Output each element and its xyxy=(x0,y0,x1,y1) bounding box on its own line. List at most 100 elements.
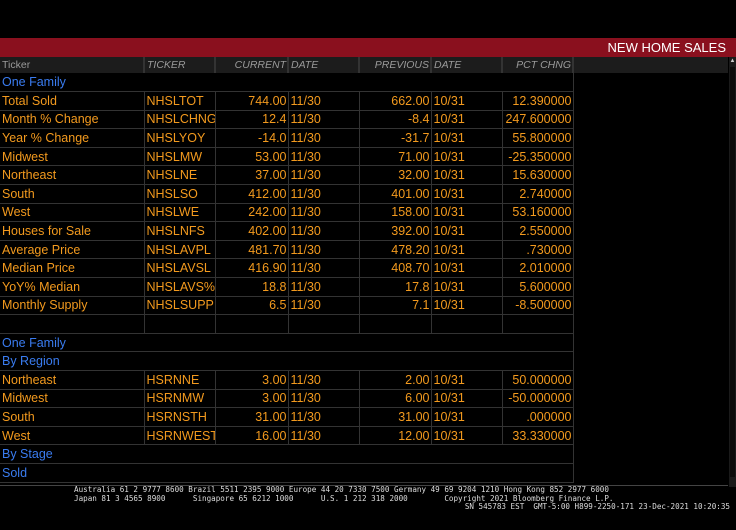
cell-name[interactable]: Northeast xyxy=(0,165,145,186)
cell-name[interactable]: Northeast xyxy=(0,370,145,390)
table-row[interactable]: West NHSLWE 242.00 11/30 158.00 10/31 53.16000… xyxy=(0,203,574,223)
cell-name[interactable]: Midwest xyxy=(0,147,145,167)
cell-ticker[interactable]: NHSLMW xyxy=(144,147,216,167)
cell-ticker[interactable]: NHSLSUPP xyxy=(144,296,216,316)
column-header[interactable]: PCT CHNG xyxy=(502,57,574,73)
cell-ticker[interactable]: HSRNNE xyxy=(144,370,216,390)
cell-pdate: 10/31 xyxy=(431,91,503,111)
cell-pct: -50.000000 xyxy=(502,389,574,409)
table-row[interactable]: Houses for Sale NHSLNFS 402.00 11/30 392.00 1… xyxy=(0,221,574,241)
cell-cdate: 11/30 xyxy=(288,370,360,390)
table-row[interactable]: Median Price NHSLAVSL 416.90 11/30 408.70 10/… xyxy=(0,258,574,279)
cell-name[interactable]: Monthly Supply xyxy=(0,296,145,316)
cell-ticker[interactable] xyxy=(144,314,216,334)
column-header[interactable]: CURRENT xyxy=(215,57,289,73)
cell-name[interactable]: West xyxy=(0,203,145,223)
cell-pct: -25.350000 xyxy=(502,147,574,167)
cell-ticker[interactable]: HSRNMW xyxy=(144,389,216,409)
cell-previous: 17.8 xyxy=(359,277,432,297)
scrollbar[interactable]: ▲ xyxy=(729,57,736,487)
cell-name[interactable]: Houses for Sale xyxy=(0,221,145,241)
cell-ticker[interactable]: NHSLNE xyxy=(144,165,216,186)
footer-phones-copyright: Japan 81 3 4565 8900 Singapore 65 6212 1… xyxy=(74,493,614,503)
cell-ticker[interactable]: NHSLCHNG xyxy=(144,110,216,130)
cell-ticker[interactable]: NHSLAVS% xyxy=(144,277,216,297)
cell-cdate: 11/30 xyxy=(288,184,360,204)
section-row: Sold xyxy=(0,463,574,483)
cell-previous: -31.7 xyxy=(359,128,432,148)
cell-pct: 12.390000 xyxy=(502,91,574,111)
section-row: One Family xyxy=(0,73,574,93)
cell-current: 416.90 xyxy=(215,258,289,279)
cell-previous: 12.00 xyxy=(359,426,432,446)
cell-name[interactable] xyxy=(0,314,145,334)
cell-previous: 158.00 xyxy=(359,203,432,223)
table-row[interactable]: Month % Change NHSLCHNG 12.4 11/30 -8.4 10/31… xyxy=(0,110,574,130)
cell-pct xyxy=(502,314,574,334)
table-row[interactable]: Midwest HSRNMW 3.00 11/30 6.00 10/31 -50.00000… xyxy=(0,389,574,409)
table-row[interactable]: Midwest NHSLMW 53.00 11/30 71.00 10/31 -25.350… xyxy=(0,147,574,167)
cell-current: 18.8 xyxy=(215,277,289,297)
cell-previous: 7.1 xyxy=(359,296,432,316)
cell-previous: 2.00 xyxy=(359,370,432,390)
cell-name[interactable]: West xyxy=(0,426,145,446)
cell-ticker[interactable]: NHSLWE xyxy=(144,203,216,223)
section-label: One Family xyxy=(0,73,574,93)
table-row[interactable]: Year % Change NHSLYOY -14.0 11/30 -31.7 10/31… xyxy=(0,128,574,148)
cell-cdate: 11/30 xyxy=(288,128,360,148)
table-row[interactable]: Northeast HSRNNE 3.00 11/30 2.00 10/31 50.0000… xyxy=(0,370,574,390)
cell-name[interactable]: Month % Change xyxy=(0,110,145,130)
cell-cdate: 11/30 xyxy=(288,296,360,316)
cell-pdate xyxy=(431,314,503,334)
cell-ticker[interactable]: HSRNWEST xyxy=(144,426,216,446)
cell-pct: -8.500000 xyxy=(502,296,574,316)
table-row[interactable]: South NHSLSO 412.00 11/30 401.00 10/31 2.74000… xyxy=(0,184,574,204)
cell-name[interactable]: Total Sold xyxy=(0,91,145,111)
column-header[interactable]: Ticker xyxy=(0,57,145,73)
cell-ticker[interactable]: NHSLYOY xyxy=(144,128,216,148)
cell-pct: 50.000000 xyxy=(502,370,574,390)
cell-pdate: 10/31 xyxy=(431,110,503,130)
cell-name[interactable]: Year % Change xyxy=(0,128,145,148)
cell-name[interactable]: YoY% Median xyxy=(0,277,145,297)
cell-previous: 408.70 xyxy=(359,258,432,279)
section-label: By Stage xyxy=(0,444,574,464)
column-header[interactable]: PREVIOUS xyxy=(359,57,432,73)
cell-pct: 55.800000 xyxy=(502,128,574,148)
cell-name[interactable]: South xyxy=(0,407,145,427)
table-row[interactable]: West HSRNWEST 16.00 11/30 12.00 10/31 33.33000… xyxy=(0,426,574,446)
table-row[interactable] xyxy=(0,314,574,334)
table-row[interactable]: YoY% Median NHSLAVS% 18.8 11/30 17.8 10/31 5.6… xyxy=(0,277,574,297)
cell-name[interactable]: Midwest xyxy=(0,389,145,409)
divider xyxy=(0,485,728,486)
cell-previous: 31.00 xyxy=(359,407,432,427)
cell-ticker[interactable]: NHSLSO xyxy=(144,184,216,204)
table-row[interactable]: Northeast NHSLNE 37.00 11/30 32.00 10/31 15.63… xyxy=(0,165,574,186)
column-header[interactable]: DATE xyxy=(431,57,503,73)
footer: Australia 61 2 9777 8600 Brazil 5511 239… xyxy=(0,485,736,520)
table-row[interactable]: Average Price NHSLAVPL 481.70 11/30 478.20 10… xyxy=(0,240,574,260)
cell-ticker[interactable]: NHSLAVPL xyxy=(144,240,216,260)
cell-previous: 478.20 xyxy=(359,240,432,260)
cell-ticker[interactable]: NHSLTOT xyxy=(144,91,216,111)
cell-pdate: 10/31 xyxy=(431,221,503,241)
cell-ticker[interactable]: HSRNSTH xyxy=(144,407,216,427)
cell-ticker[interactable]: NHSLNFS xyxy=(144,221,216,241)
cell-pct: 2.010000 xyxy=(502,258,574,279)
cell-name[interactable]: South xyxy=(0,184,145,204)
scroll-thumb[interactable] xyxy=(730,67,735,477)
cell-name[interactable]: Average Price xyxy=(0,240,145,260)
cell-cdate: 11/30 xyxy=(288,426,360,446)
column-header[interactable]: DATE xyxy=(288,57,360,73)
cell-previous: -8.4 xyxy=(359,110,432,130)
cell-cdate: 11/30 xyxy=(288,407,360,427)
cell-ticker[interactable]: NHSLAVSL xyxy=(144,258,216,279)
cell-name[interactable]: Median Price xyxy=(0,258,145,279)
cell-pdate: 10/31 xyxy=(431,147,503,167)
table-row[interactable]: Total Sold NHSLTOT 744.00 11/30 662.00 10/31 1… xyxy=(0,91,574,111)
table-row[interactable]: Monthly Supply NHSLSUPP 6.5 11/30 7.1 10/31 -8… xyxy=(0,296,574,316)
scroll-up-icon[interactable]: ▲ xyxy=(729,58,736,64)
cell-pdate: 10/31 xyxy=(431,240,503,260)
column-header[interactable]: TICKER xyxy=(144,57,216,73)
table-row[interactable]: South HSRNSTH 31.00 11/30 31.00 10/31.000000 xyxy=(0,407,574,427)
